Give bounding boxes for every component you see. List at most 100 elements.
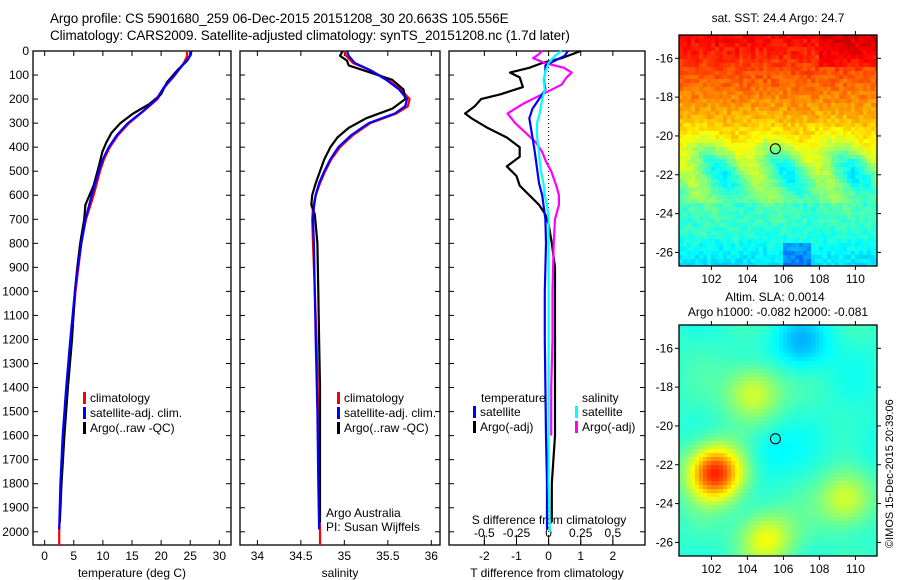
map-cell (711, 51, 715, 55)
map-cell (855, 401, 859, 405)
map-cell (699, 71, 703, 75)
map-cell (819, 63, 823, 67)
map-cell (731, 39, 735, 43)
map-cell (679, 441, 683, 445)
map-cell (815, 333, 819, 337)
map-cell (695, 369, 699, 373)
map-cell (683, 163, 687, 167)
map-cell (783, 59, 787, 63)
map-cell (855, 393, 859, 397)
map-cell (811, 135, 815, 139)
map-cell (783, 139, 787, 143)
map-cell (839, 51, 843, 55)
map-cell (831, 461, 835, 465)
map-cell (743, 223, 747, 227)
map-cell (739, 87, 743, 91)
map-cell (763, 441, 767, 445)
map-cell (715, 381, 719, 385)
map-cell (863, 259, 867, 263)
map-cell (803, 203, 807, 207)
map-cell (679, 35, 683, 39)
map-cell (711, 345, 715, 349)
map-cell (699, 389, 703, 393)
map-cell (743, 397, 747, 401)
map-cell (731, 159, 735, 163)
map-cell (787, 171, 791, 175)
map-cell (743, 155, 747, 159)
map-cell (771, 43, 775, 47)
map-cell (763, 461, 767, 465)
map-cell (755, 349, 759, 353)
map-cell (703, 55, 707, 59)
map-cell (679, 163, 683, 167)
map-cell (747, 199, 751, 203)
map-cell (831, 231, 835, 235)
map-cell (759, 389, 763, 393)
map-cell (855, 373, 859, 377)
map-cell (759, 67, 763, 71)
map-cell (727, 151, 731, 155)
map-cell (751, 345, 755, 349)
map-cell (679, 417, 683, 421)
map-cell (791, 449, 795, 453)
map-cell (727, 243, 731, 247)
map-cell (835, 199, 839, 203)
map-cell (827, 199, 831, 203)
map-cell (851, 143, 855, 147)
map-cell (835, 167, 839, 171)
map-cell (787, 231, 791, 235)
map-cell (755, 453, 759, 457)
map-cell (811, 43, 815, 47)
map-cell (683, 429, 687, 433)
map-cell (699, 219, 703, 223)
map-cell (831, 47, 835, 51)
map-cell (759, 417, 763, 421)
map-cell (775, 147, 779, 151)
map-cell (823, 75, 827, 79)
map-cell (747, 183, 751, 187)
map-cell (731, 365, 735, 369)
map-cell (835, 441, 839, 445)
map-cell (731, 385, 735, 389)
map-cell (695, 191, 699, 195)
map-cell (699, 239, 703, 243)
map-cell (735, 99, 739, 103)
map-cell (819, 417, 823, 421)
legend-temp-argo-swatch (473, 421, 476, 433)
map-cell (787, 243, 791, 247)
map-cell (851, 183, 855, 187)
map-cell (823, 381, 827, 385)
map-cell (763, 373, 767, 377)
map-cell (811, 369, 815, 373)
map-cell (867, 255, 871, 259)
map-cell (683, 469, 687, 473)
map-cell (687, 325, 691, 329)
map-cell (695, 171, 699, 175)
map-cell (707, 461, 711, 465)
map-cell (715, 341, 719, 345)
map-cell (767, 457, 771, 461)
map-cell (687, 115, 691, 119)
map-cell (847, 329, 851, 333)
map-cell (727, 63, 731, 67)
map-cell (791, 203, 795, 207)
map-cell (695, 393, 699, 397)
map-cell (871, 259, 875, 263)
map-cell (707, 227, 711, 231)
map-cell (831, 397, 835, 401)
map-cell (795, 39, 799, 43)
map-cell (695, 187, 699, 191)
map-cell (803, 59, 807, 63)
map-cell (751, 255, 755, 259)
map-cell (739, 75, 743, 79)
map-cell (763, 421, 767, 425)
map-cell (819, 325, 823, 329)
map-cell (807, 103, 811, 107)
map-cell (679, 215, 683, 219)
map-cell (779, 243, 783, 247)
map-cell (715, 349, 719, 353)
map-cell (847, 453, 851, 457)
map-cell (691, 231, 695, 235)
map-cell (739, 83, 743, 87)
map-cell (699, 373, 703, 377)
